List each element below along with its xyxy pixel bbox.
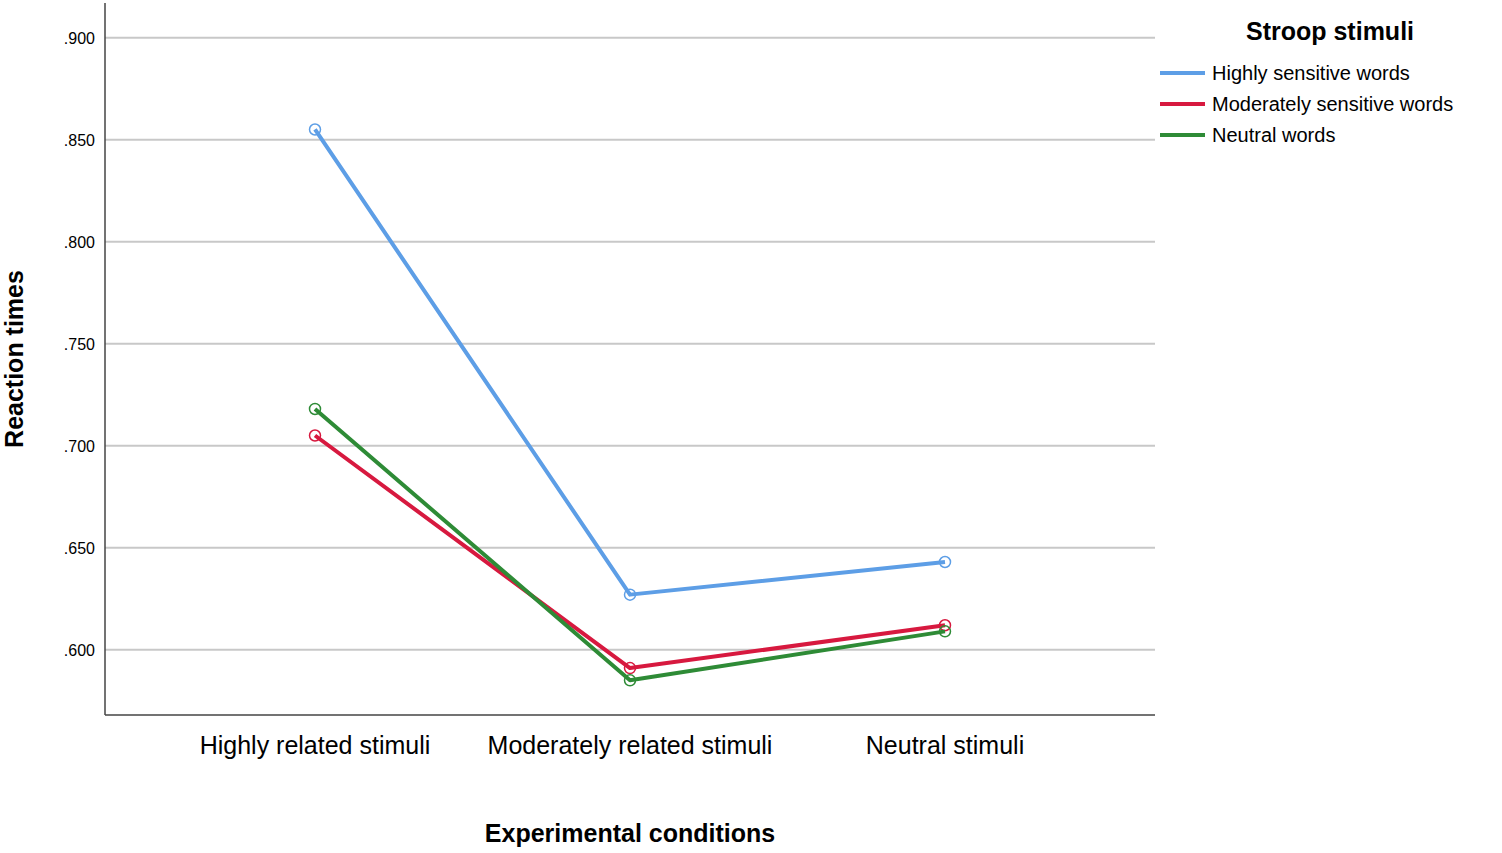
y-tick-label: .750 bbox=[64, 336, 95, 353]
y-tick-label: .850 bbox=[64, 132, 95, 149]
legend-label: Moderately sensitive words bbox=[1212, 93, 1453, 115]
x-axis bbox=[105, 714, 1155, 716]
grid-line bbox=[105, 445, 1155, 447]
y-tick-label: .900 bbox=[64, 30, 95, 47]
legend-title: Stroop stimuli bbox=[1246, 17, 1414, 45]
y-tick-label: .650 bbox=[64, 540, 95, 557]
x-tick-label: Moderately related stimuli bbox=[488, 731, 773, 759]
y-tick-label: .700 bbox=[64, 438, 95, 455]
series-line bbox=[315, 436, 945, 669]
grid-line bbox=[105, 343, 1155, 345]
x-tick-line: Neutral stimuli bbox=[866, 731, 1024, 759]
x-axis-title: Experimental conditions bbox=[485, 819, 775, 847]
series-marker bbox=[625, 675, 636, 686]
series-marker bbox=[310, 124, 321, 135]
series-marker bbox=[940, 626, 951, 637]
series-marker bbox=[625, 663, 636, 674]
y-tick-label: .600 bbox=[64, 642, 95, 659]
x-tick-label: Highly related stimuli bbox=[200, 731, 431, 759]
x-tick-line: Highly related stimuli bbox=[200, 731, 431, 759]
y-tick-label: .800 bbox=[64, 234, 95, 251]
series-marker bbox=[310, 430, 321, 441]
y-axis bbox=[104, 3, 106, 715]
chart: .600 .650 .700 .750 .800 .850 .900 Highly relat… bbox=[0, 0, 1502, 853]
series-line bbox=[315, 129, 945, 594]
grid-line bbox=[105, 547, 1155, 549]
y-axis-title: Reaction times bbox=[0, 270, 28, 448]
series-marker bbox=[310, 403, 321, 414]
legend-label: Neutral words bbox=[1212, 124, 1335, 146]
legend-swatch bbox=[1160, 102, 1205, 106]
plot-area bbox=[310, 124, 951, 686]
legend-label: Highly sensitive words bbox=[1212, 62, 1410, 84]
legend: Stroop stimuli Highly sensitive words Mode… bbox=[1160, 17, 1453, 146]
grid-line bbox=[105, 649, 1155, 651]
grid-line bbox=[105, 139, 1155, 141]
grid-line bbox=[105, 241, 1155, 243]
legend-swatch bbox=[1160, 71, 1205, 75]
series-line bbox=[315, 409, 945, 680]
x-tick-line: Moderately related stimuli bbox=[488, 731, 773, 759]
grid bbox=[105, 38, 1155, 650]
series-marker bbox=[625, 589, 636, 600]
grid-line bbox=[105, 37, 1155, 39]
x-tick-label: Neutral stimuli bbox=[866, 731, 1024, 759]
legend-swatch bbox=[1160, 133, 1205, 137]
series-marker bbox=[940, 556, 951, 567]
